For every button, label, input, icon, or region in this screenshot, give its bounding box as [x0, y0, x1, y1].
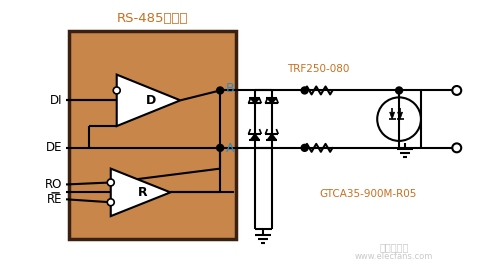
Text: 电子发烧友: 电子发烧友 [380, 242, 409, 252]
Polygon shape [268, 134, 276, 140]
Polygon shape [251, 98, 259, 103]
Circle shape [301, 87, 308, 94]
Text: RS-485收发器: RS-485收发器 [117, 12, 188, 25]
Text: A: A [226, 142, 235, 155]
Text: DI: DI [50, 94, 62, 107]
Text: B: B [226, 82, 235, 95]
Text: TRF250-080: TRF250-080 [287, 64, 350, 74]
Circle shape [301, 144, 308, 151]
Text: RO: RO [44, 178, 62, 191]
Text: RE: RE [46, 193, 62, 206]
Circle shape [452, 143, 461, 152]
Polygon shape [117, 75, 180, 126]
Polygon shape [398, 112, 402, 119]
Text: www.elecfans.com: www.elecfans.com [355, 252, 433, 261]
Polygon shape [268, 98, 276, 103]
Text: R: R [138, 186, 147, 199]
Circle shape [217, 87, 224, 94]
Polygon shape [251, 134, 259, 140]
Circle shape [452, 86, 461, 95]
Circle shape [396, 87, 402, 94]
Text: DE: DE [45, 141, 62, 154]
Circle shape [113, 87, 120, 94]
Circle shape [217, 144, 224, 151]
Bar [69, 31, 236, 239]
Circle shape [107, 199, 114, 206]
Text: D: D [145, 94, 156, 107]
Text: GTCA35-900M-R05: GTCA35-900M-R05 [320, 189, 417, 199]
Polygon shape [111, 169, 170, 216]
Circle shape [107, 179, 114, 186]
Polygon shape [390, 112, 395, 119]
